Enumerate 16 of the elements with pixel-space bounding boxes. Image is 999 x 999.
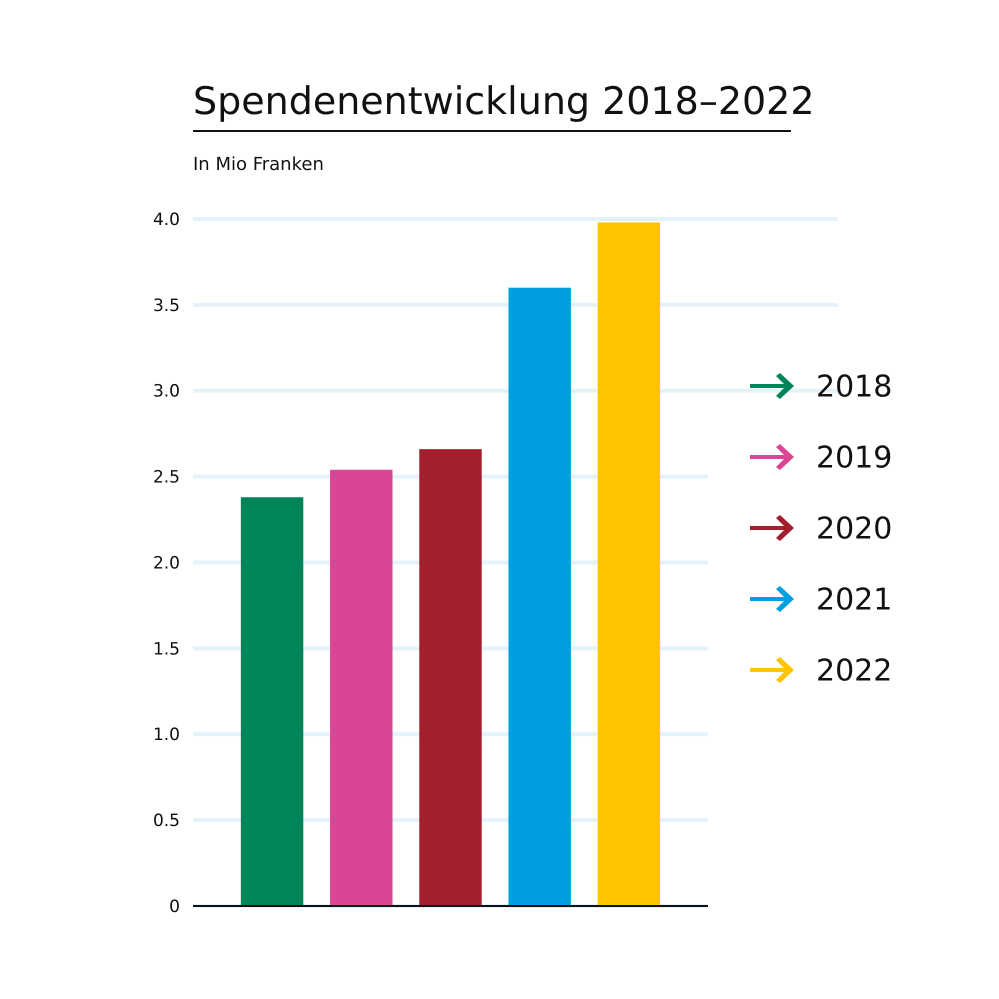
legend-label: 2018 [816,370,892,404]
y-tick-label: 4.0 [152,210,180,230]
y-tick-label: 0 [169,896,180,917]
y-tick-label: 1.5 [152,639,180,660]
legend-label: 2019 [816,440,892,476]
y-tick-label: 1.0 [152,725,180,746]
chart-title: Spendenentwicklung 2018–2022 [193,79,815,123]
y-tick-label: 2.0 [152,553,180,574]
legend-label: 2020 [816,512,892,546]
legend-label: 2021 [816,582,892,618]
chart-subtitle: In Mio Franken [193,154,324,175]
legend-label: 2022 [816,654,892,688]
y-tick-label: 3.5 [152,296,180,316]
y-tick-label: 0.5 [152,811,180,832]
y-tick-label: 3.0 [152,382,180,402]
y-tick-label: 2.5 [152,468,180,488]
